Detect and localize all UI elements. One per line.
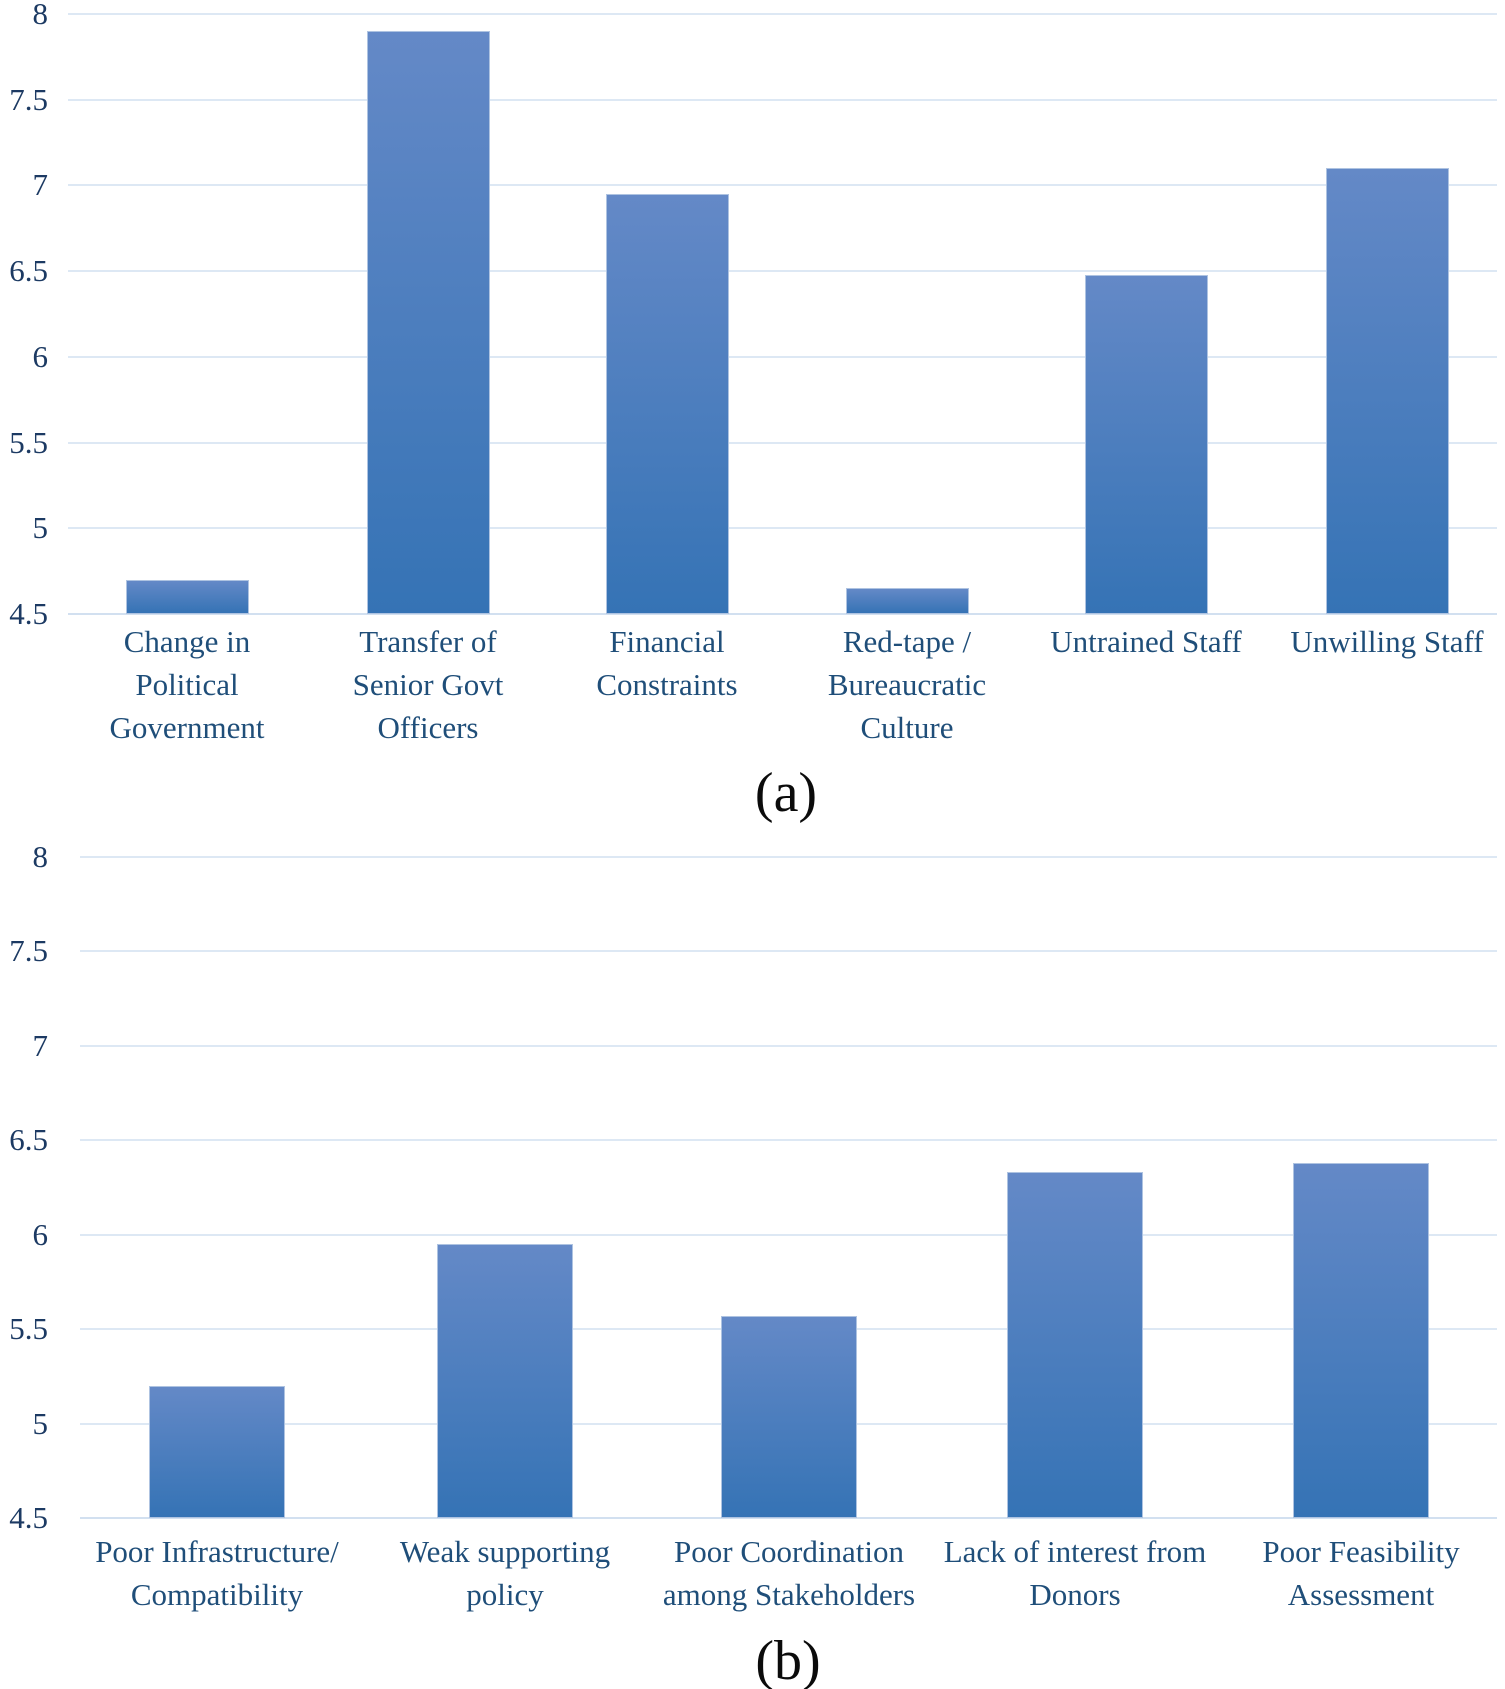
category-label-line: Culture: [860, 710, 954, 745]
panel-b-caption: (b): [755, 1630, 821, 1689]
category-label: Transfer of Senior Govt Officers: [298, 620, 558, 749]
category-label-line: Constraints: [596, 667, 738, 702]
bar: [1007, 1172, 1143, 1518]
x-axis-baseline: [68, 613, 1497, 615]
y-gridline: [80, 1044, 1497, 1047]
y-axis-tick-label: 8: [32, 0, 49, 31]
y-axis-tick-label: 5: [32, 510, 49, 546]
category-label-line: Poor Infrastructure/: [95, 1534, 339, 1569]
y-axis-tick-label: 4.5: [9, 1500, 48, 1535]
x-axis-baseline: [80, 1517, 1497, 1519]
category-label-line: Donors: [1029, 1577, 1121, 1612]
category-label: Poor Infrastructure/Compatibility: [67, 1530, 367, 1616]
category-label: Poor Coordination among Stakeholders: [639, 1530, 939, 1616]
category-label-line: Officers: [377, 710, 479, 745]
bar: [605, 194, 729, 614]
category-label-line: Red-tape /: [842, 624, 972, 659]
category-label-line: Political: [135, 667, 239, 702]
y-axis-tick-label: 8: [32, 839, 49, 874]
category-label-line: Change in: [123, 624, 251, 659]
category-label: Lack of interest from Donors: [925, 1530, 1225, 1616]
bar: [366, 31, 490, 614]
category-label: Untrained Staff: [1016, 620, 1276, 663]
category-label-line: Poor Coordination: [674, 1534, 904, 1569]
category-label-line: Government: [109, 710, 265, 745]
y-axis-tick-label: 4.5: [9, 596, 48, 631]
bar: [721, 1315, 857, 1518]
y-gridline: [80, 1139, 1497, 1142]
y-axis-tick-label: 5.5: [9, 424, 48, 460]
bar: [1325, 168, 1449, 614]
bar: [845, 588, 969, 614]
category-label: Financial Constraints: [537, 620, 797, 706]
y-axis-tick-label: 5.5: [9, 1311, 48, 1347]
category-label-line: Bureaucratic: [827, 667, 987, 702]
y-gridline: [80, 1233, 1497, 1236]
y-axis-tick-label: 6: [32, 338, 49, 374]
y-gridline: [68, 441, 1497, 444]
y-axis-tick-label: 7: [32, 1027, 49, 1063]
category-label-line: Transfer of: [359, 624, 497, 659]
y-axis-tick-label: 7.5: [9, 81, 48, 117]
y-gridline: [68, 527, 1497, 530]
category-label-line: policy: [466, 1577, 544, 1612]
category-label-line: Financial: [609, 624, 725, 659]
y-axis-tick-label: 6: [32, 1216, 49, 1252]
y-gridline: [80, 856, 1497, 858]
y-gridline: [80, 950, 1497, 953]
category-label-line: among Stakeholders: [662, 1577, 916, 1612]
category-label: Poor Feasibility Assessment: [1211, 1530, 1505, 1616]
category-label: Unwilling Staff: [1257, 620, 1505, 663]
bar: [149, 1385, 285, 1518]
bar: [1293, 1162, 1429, 1518]
y-gridline: [68, 13, 1497, 15]
category-label-line: Weak supporting: [399, 1534, 611, 1569]
category-label-line: Senior Govt: [352, 667, 504, 702]
y-gridline: [68, 184, 1497, 187]
y-gridline: [68, 98, 1497, 101]
category-label: Weak supporting policy: [355, 1530, 655, 1616]
bar: [1084, 274, 1208, 614]
category-label-line: Lack of interest from: [943, 1534, 1207, 1569]
category-label-line: Compatibility: [130, 1577, 304, 1612]
category-label-line: Poor Feasibility: [1262, 1534, 1460, 1569]
category-label-line: Assessment: [1287, 1577, 1435, 1612]
y-gridline: [68, 270, 1497, 273]
y-gridline: [68, 355, 1497, 358]
panel-a-caption: (a): [754, 762, 818, 824]
category-label: Red-tape / Bureaucratic Culture: [777, 620, 1037, 749]
y-axis-tick-label: 6.5: [9, 253, 48, 289]
bar: [437, 1244, 573, 1518]
y-axis-tick-label: 6.5: [9, 1122, 48, 1158]
y-axis-tick-label: 7: [32, 167, 49, 203]
category-label: Change in Political Government: [57, 620, 317, 749]
bar: [125, 579, 249, 614]
category-label-line: Untrained Staff: [1050, 624, 1242, 659]
y-axis-tick-label: 7.5: [9, 933, 48, 969]
y-axis-tick-label: 5: [32, 1405, 49, 1441]
category-label-line: Unwilling Staff: [1290, 624, 1484, 659]
